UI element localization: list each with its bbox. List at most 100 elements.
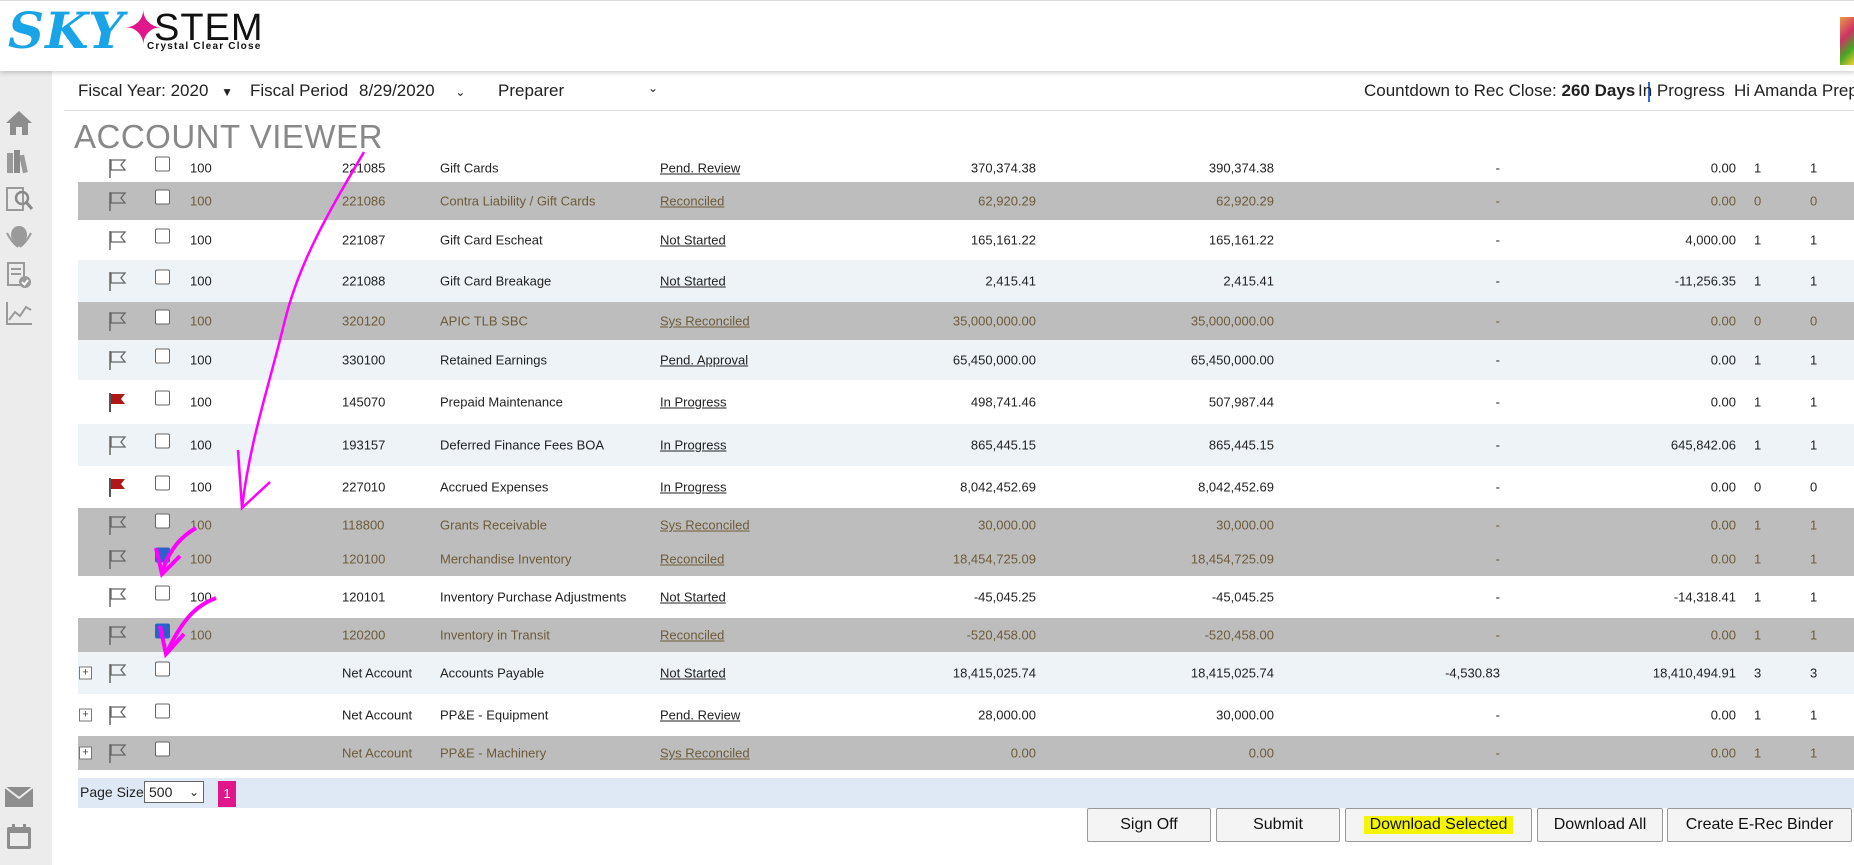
expand-row-button[interactable]: + <box>79 666 92 680</box>
row-checkbox[interactable] <box>155 348 170 364</box>
status-link[interactable]: Not Started <box>660 232 726 248</box>
table-row[interactable]: 100 221088 Gift Card Breakage Not Started 2,… <box>78 260 1854 302</box>
table-row[interactable]: 100 227010 Accrued Expenses In Progress 8,04… <box>78 466 1854 508</box>
page-size-select[interactable]: 500 ⌄ <box>144 781 204 803</box>
flag-icon[interactable] <box>106 190 128 212</box>
badge-icon[interactable] <box>2 220 36 254</box>
row-checkbox[interactable] <box>155 741 170 757</box>
unexplained-cell: 0.00 <box>1710 193 1736 209</box>
home-icon[interactable] <box>2 106 36 140</box>
table-row[interactable]: 100 120100 Merchandise Inventory Reconciled… <box>78 542 1854 576</box>
flag-icon[interactable] <box>106 662 128 684</box>
role-dropdown[interactable]: Preparer ⌄ <box>498 81 658 101</box>
page-number-button[interactable]: 1 <box>218 781 236 807</box>
status-link[interactable]: In Progress <box>660 394 727 410</box>
status-link[interactable]: Pend. Review <box>660 707 741 723</box>
red-flag-icon[interactable] <box>106 391 128 413</box>
checklist-icon[interactable] <box>2 258 36 292</box>
unexplained-cell: 0.00 <box>1710 479 1736 495</box>
table-row[interactable]: 100 221087 Gift Card Escheat Not Started 165… <box>78 220 1854 260</box>
row-checkbox[interactable] <box>155 189 170 205</box>
row-checkbox[interactable] <box>155 156 170 172</box>
status-link[interactable]: Reconciled <box>660 551 725 567</box>
row-checkbox[interactable] <box>155 390 170 406</box>
row-checkbox[interactable] <box>155 623 170 639</box>
calendar-icon[interactable] <box>2 820 36 854</box>
flag-icon[interactable] <box>106 624 128 646</box>
status-link[interactable]: Pend. Approval <box>660 352 749 368</box>
table-row[interactable]: 100 145070 Prepaid Maintenance In Progress 4… <box>78 380 1854 424</box>
status-link[interactable]: Not Started <box>660 665 726 681</box>
fiscal-year-dropdown[interactable]: Fiscal Year: 2020 ▼ <box>78 81 233 101</box>
status-link[interactable]: In Progress <box>660 479 727 495</box>
status-link[interactable]: Sys Reconciled <box>660 313 750 329</box>
row-checkbox[interactable] <box>155 269 170 285</box>
books-icon[interactable] <box>2 144 36 178</box>
row-checkbox[interactable] <box>155 309 170 325</box>
row-checkbox[interactable] <box>155 475 170 491</box>
fiscal-year-label: Fiscal Year: 2020 <box>78 81 209 100</box>
table-row[interactable]: 100 320120 APIC TLB SBC Sys Reconciled 35,00… <box>78 302 1854 340</box>
flag-icon[interactable] <box>106 229 128 251</box>
user-avatar[interactable] <box>1840 17 1854 65</box>
status-link[interactable]: Sys Reconciled <box>660 745 750 761</box>
row-checkbox[interactable] <box>155 433 170 449</box>
table-row[interactable]: + Net Account PP&E - Equipment Pend. Review… <box>78 694 1854 736</box>
fiscal-period-dropdown[interactable]: Fiscal Period 8/29/2020 ⌄ <box>250 81 465 101</box>
account-name-cell: PP&E - Equipment <box>440 707 549 723</box>
flag-icon[interactable] <box>106 514 128 536</box>
download-selected-button[interactable]: Download Selected <box>1345 808 1532 842</box>
unexplained-cell: 0.00 <box>1710 313 1736 329</box>
mail-icon[interactable] <box>2 780 36 814</box>
flag-icon[interactable] <box>106 704 128 726</box>
account-name-cell: Accrued Expenses <box>440 479 549 495</box>
row-checkbox[interactable] <box>155 228 170 244</box>
flag-icon[interactable] <box>106 434 128 456</box>
table-row[interactable]: 100 118800 Grants Receivable Sys Reconciled… <box>78 508 1854 542</box>
row-checkbox[interactable] <box>155 661 170 677</box>
chart-icon[interactable] <box>2 296 36 330</box>
search-report-icon[interactable] <box>2 182 36 216</box>
unexplained-cell: 0.00 <box>1710 707 1736 723</box>
sign-off-button[interactable]: Sign Off <box>1087 808 1211 842</box>
table-row[interactable]: 100 221085 Gift Cards Pend. Review 370,374.3… <box>78 154 1854 182</box>
red-flag-icon[interactable] <box>106 476 128 498</box>
user-greeting[interactable]: Hi Amanda Prep <box>1734 81 1854 100</box>
row-checkbox[interactable] <box>155 547 170 563</box>
expand-row-button[interactable]: + <box>79 746 92 760</box>
balance-gl-cell: 0.00 <box>1010 745 1036 761</box>
row-checkbox[interactable] <box>155 703 170 719</box>
create-binder-button[interactable]: Create E-Rec Binder <box>1667 808 1852 842</box>
flag-icon[interactable] <box>106 157 128 179</box>
flag-icon[interactable] <box>106 548 128 570</box>
status-link[interactable]: Pend. Review <box>660 160 741 176</box>
row-checkbox[interactable] <box>155 513 170 529</box>
table-row[interactable]: + Net Account Accounts Payable Not Started 1… <box>78 652 1854 694</box>
pager-bar: Page Size: 500 ⌄ 1 <box>78 778 1854 808</box>
status-link[interactable]: Reconciled <box>660 627 725 643</box>
submit-button[interactable]: Submit <box>1216 808 1340 842</box>
flag-icon[interactable] <box>106 586 128 608</box>
status-link[interactable]: Not Started <box>660 273 726 289</box>
table-row[interactable]: 100 193157 Deferred Finance Fees BOA In Pro… <box>78 424 1854 466</box>
table-row[interactable]: 100 120101 Inventory Purchase Adjustments N… <box>78 576 1854 618</box>
download-all-button[interactable]: Download All <box>1537 808 1663 842</box>
table-row[interactable]: 100 221086 Contra Liability / Gift Cards Re… <box>78 182 1854 220</box>
count-cell-1: 1 <box>1754 517 1762 533</box>
flag-icon[interactable] <box>106 310 128 332</box>
flag-icon[interactable] <box>106 270 128 292</box>
table-row[interactable]: 100 120200 Inventory in Transit Reconciled -… <box>78 618 1854 652</box>
table-row[interactable]: 100 330100 Retained Earnings Pend. Approval… <box>78 340 1854 380</box>
status-link[interactable]: Not Started <box>660 589 726 605</box>
status-link[interactable]: Reconciled <box>660 193 725 209</box>
expand-row-button[interactable]: + <box>79 708 92 722</box>
flag-icon[interactable] <box>106 742 128 764</box>
status-link[interactable]: Sys Reconciled <box>660 517 750 533</box>
table-row[interactable]: + Net Account PP&E - Machinery Sys Reconcil… <box>78 736 1854 770</box>
count-cell-1: 1 <box>1754 745 1762 761</box>
flag-icon[interactable] <box>106 349 128 371</box>
skystem-logo[interactable]: SKY ✦ STEM Crystal Clear Close <box>6 1 276 67</box>
row-checkbox[interactable] <box>155 585 170 601</box>
status-link[interactable]: In Progress <box>660 437 727 453</box>
account-number-cell: Net Account <box>342 707 413 723</box>
